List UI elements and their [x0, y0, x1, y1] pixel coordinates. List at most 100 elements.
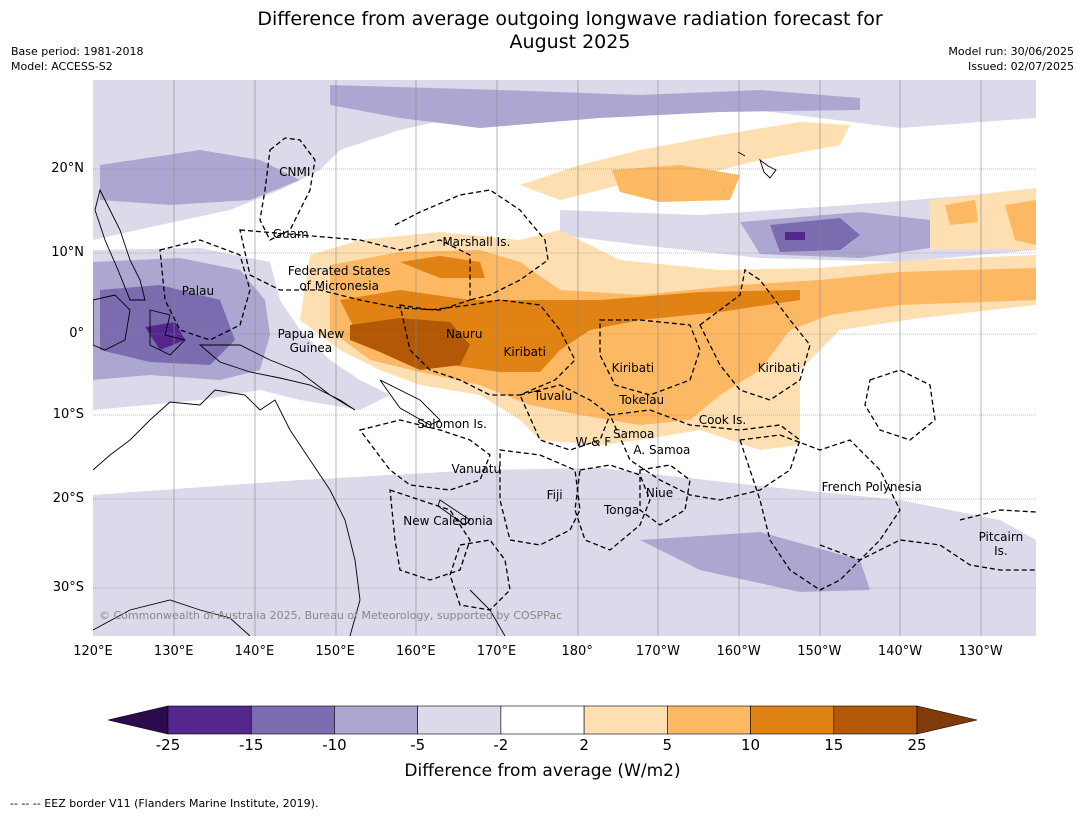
title-line-1: Difference from average outgoing longwav…: [257, 8, 883, 30]
colorbar-tick-label: -25: [155, 736, 181, 754]
colorbar-bin: [750, 705, 835, 735]
place-label: W & F: [575, 435, 612, 450]
positive-anomaly-mid-4: [1005, 200, 1036, 245]
colorbar-bin: [250, 705, 335, 735]
positive-anomaly-strongest: [350, 318, 470, 370]
positive-anomaly-mid-3: [945, 200, 978, 225]
issued-date: Issued: 02/07/2025: [967, 60, 1074, 73]
colorbar-extend-high: [916, 705, 978, 735]
lon-label: 130°E: [153, 644, 194, 659]
chart-title: Difference from average outgoing longwav…: [200, 8, 940, 54]
lon-label: 150°W: [797, 644, 842, 659]
lon-label: 150°E: [315, 644, 355, 659]
map-grid: [93, 80, 1036, 636]
place-label: Is.: [994, 544, 1008, 559]
colorbar-tick-label: 2: [579, 736, 589, 754]
place-label: Federated States: [287, 263, 391, 278]
colorbar-tick-label: 10: [741, 736, 761, 754]
negative-anomaly-mid-2: [100, 150, 300, 205]
place-label: Solomon Is.: [417, 417, 487, 432]
place-label: A. Samoa: [633, 443, 691, 458]
negative-anomaly-darkest: [145, 322, 185, 350]
colorbar-bin: [833, 705, 918, 735]
colorbar-tick-label: -5: [410, 736, 426, 754]
place-label: Tokelau: [619, 392, 665, 407]
lat-label: 0°: [69, 326, 84, 341]
lon-label: 140°E: [234, 644, 275, 659]
lat-label: 10°S: [52, 407, 84, 422]
colorbar-extend-low: [107, 705, 169, 735]
lon-label: 120°E: [73, 644, 113, 659]
colorbar-bin: [667, 705, 751, 735]
negative-anomaly-light-3: [93, 468, 1036, 636]
colorbar-title: Difference from average (W/m2): [404, 761, 681, 781]
place-label: Guam: [272, 226, 309, 241]
meta-left: Base period: 1981-2018 Model: ACCESS-S2: [11, 44, 143, 74]
eez-borders: [159, 137, 1036, 611]
place-label: New Caledonia: [403, 513, 493, 528]
australia-coast: [93, 389, 361, 636]
lon-label: 160°W: [716, 644, 761, 659]
colorbar-bin: [500, 705, 585, 735]
place-label: Fiji: [546, 487, 563, 502]
lon-label: 140°W: [877, 644, 923, 659]
negative-anomaly-light: [93, 80, 1036, 240]
positive-anomaly-strong-2: [400, 256, 485, 278]
solomon-coast: [379, 379, 441, 426]
hawaii-coast: [737, 151, 777, 179]
new-caledonia-coast: [437, 499, 471, 526]
negative-anomaly-darkest-2: [785, 232, 805, 240]
anomaly-field: [93, 80, 1036, 636]
lon-label: 160°E: [396, 644, 436, 659]
title-line-2: August 2025: [509, 31, 631, 53]
colorbar-tick-label: -2: [493, 736, 509, 754]
base-period: Base period: 1981-2018: [11, 45, 144, 58]
place-label: Kiribati: [611, 361, 655, 376]
australia-south: [93, 599, 251, 636]
place-label: Papua New: [277, 327, 345, 341]
borneo-coast: [93, 294, 131, 351]
lon-label: 130°W: [958, 644, 1003, 659]
new-guinea-coast: [198, 344, 356, 411]
positive-anomaly-mid-2: [612, 165, 740, 202]
colorbar-tick-label: -15: [238, 736, 264, 754]
positive-anomaly-light-2: [520, 122, 850, 200]
colorbar: [107, 705, 978, 735]
sulawesi-coast: [149, 309, 186, 356]
place-label: Nauru: [445, 327, 483, 341]
place-label: Cook Is.: [698, 413, 747, 428]
negative-anomaly-mid-5: [640, 532, 870, 592]
colorbar-tick-label: 25: [907, 736, 927, 754]
place-label: of Micronesia: [299, 278, 379, 293]
copyright-note: © Commonwealth of Australia 2025, Bureau…: [99, 609, 563, 622]
eez-footnote: -- -- -- EEZ border V11 (Flanders Marine…: [10, 797, 319, 810]
colorbar-tick-label: 5: [662, 736, 673, 754]
lat-label: 20°N: [51, 161, 84, 176]
place-label: Palau: [181, 284, 215, 299]
place-label: Kiribati: [757, 361, 801, 376]
place-label: Guinea: [289, 340, 333, 355]
place-label: Niue: [645, 486, 674, 501]
coastlines: [93, 151, 777, 636]
place-label: Vanuatu: [451, 462, 502, 477]
lat-label: 20°S: [52, 491, 84, 506]
philippines-coast: [94, 188, 146, 301]
colorbar-bin: [167, 705, 252, 735]
lon-label: 170°W: [635, 644, 680, 659]
colorbar-bin: [334, 705, 418, 735]
place-label: Kiribati: [503, 345, 546, 360]
place-label: French Polynesia: [821, 480, 922, 495]
colorbar-tick-label: 15: [824, 736, 844, 754]
place-label: Samoa: [613, 427, 655, 442]
place-label: Tuvalu: [533, 389, 573, 404]
positive-anomaly-mid: [330, 250, 1036, 425]
place-label: Marshall Is.: [442, 235, 511, 250]
model-run: Model run: 30/06/2025: [948, 45, 1074, 58]
model-name: Model: ACCESS-S2: [11, 60, 113, 73]
colorbar-bin: [583, 705, 668, 735]
lon-label: 180°: [561, 644, 593, 659]
meta-right: Model run: 30/06/2025 Issued: 02/07/2025: [948, 44, 1074, 74]
place-label: CNMI: [279, 164, 311, 179]
lat-label: 10°N: [51, 245, 84, 260]
